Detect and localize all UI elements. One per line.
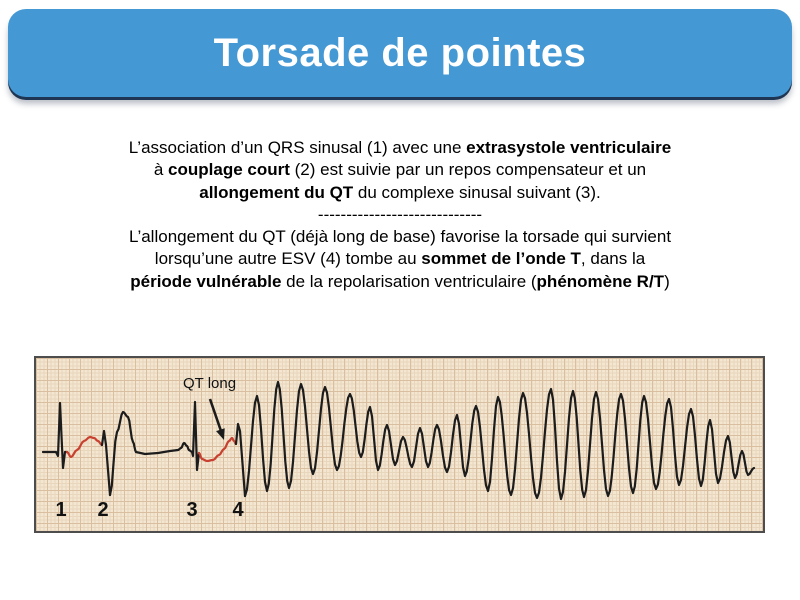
qt-arrow-head <box>216 428 225 440</box>
description-text: L’association d’un QRS sinusal (1) avec … <box>50 137 750 293</box>
ecg-qt-highlight-path <box>65 435 104 459</box>
ecg-trace-path <box>234 422 247 498</box>
slide-title-banner: Torsade de pointes <box>8 9 792 97</box>
qt-arrow-shaft <box>208 398 223 432</box>
text-line: ----------------------------- <box>317 204 483 224</box>
text-line: allongement du QT du complexe sinusal su… <box>199 182 601 202</box>
ecg-trace-path <box>108 410 138 497</box>
ecg-trace-path <box>176 441 191 452</box>
text-line: période vulnérable de la repolarisation … <box>130 271 670 291</box>
ecg-trace-path <box>243 380 756 501</box>
beat-label-4: 4 <box>232 499 244 521</box>
beat-label-1: 1 <box>55 499 67 521</box>
page-title: Torsade de pointes <box>213 30 587 75</box>
ecg-trace-path <box>134 448 180 456</box>
text-line: L’allongement du QT (déjà long de base) … <box>128 227 672 247</box>
qt-long-annotation: QT long <box>183 375 237 392</box>
beat-label-2: 2 <box>97 499 109 521</box>
text-line: lorsqu’une autre ESV (4) tombe au sommet… <box>154 249 646 269</box>
ecg-trace-path <box>100 429 112 497</box>
ecg-trace-path <box>41 401 69 470</box>
text-line: L’association d’un QRS sinusal (1) avec … <box>128 138 672 157</box>
beat-label-3: 3 <box>186 499 198 521</box>
ecg-strip: QT long 1 2 3 4 <box>34 356 765 533</box>
ecg-trace-path <box>187 400 201 472</box>
text-line: à couplage court (2) est suivie par un r… <box>153 160 647 180</box>
ecg-qt-highlight-path <box>197 436 238 463</box>
ecg-trace-svg <box>41 380 756 501</box>
